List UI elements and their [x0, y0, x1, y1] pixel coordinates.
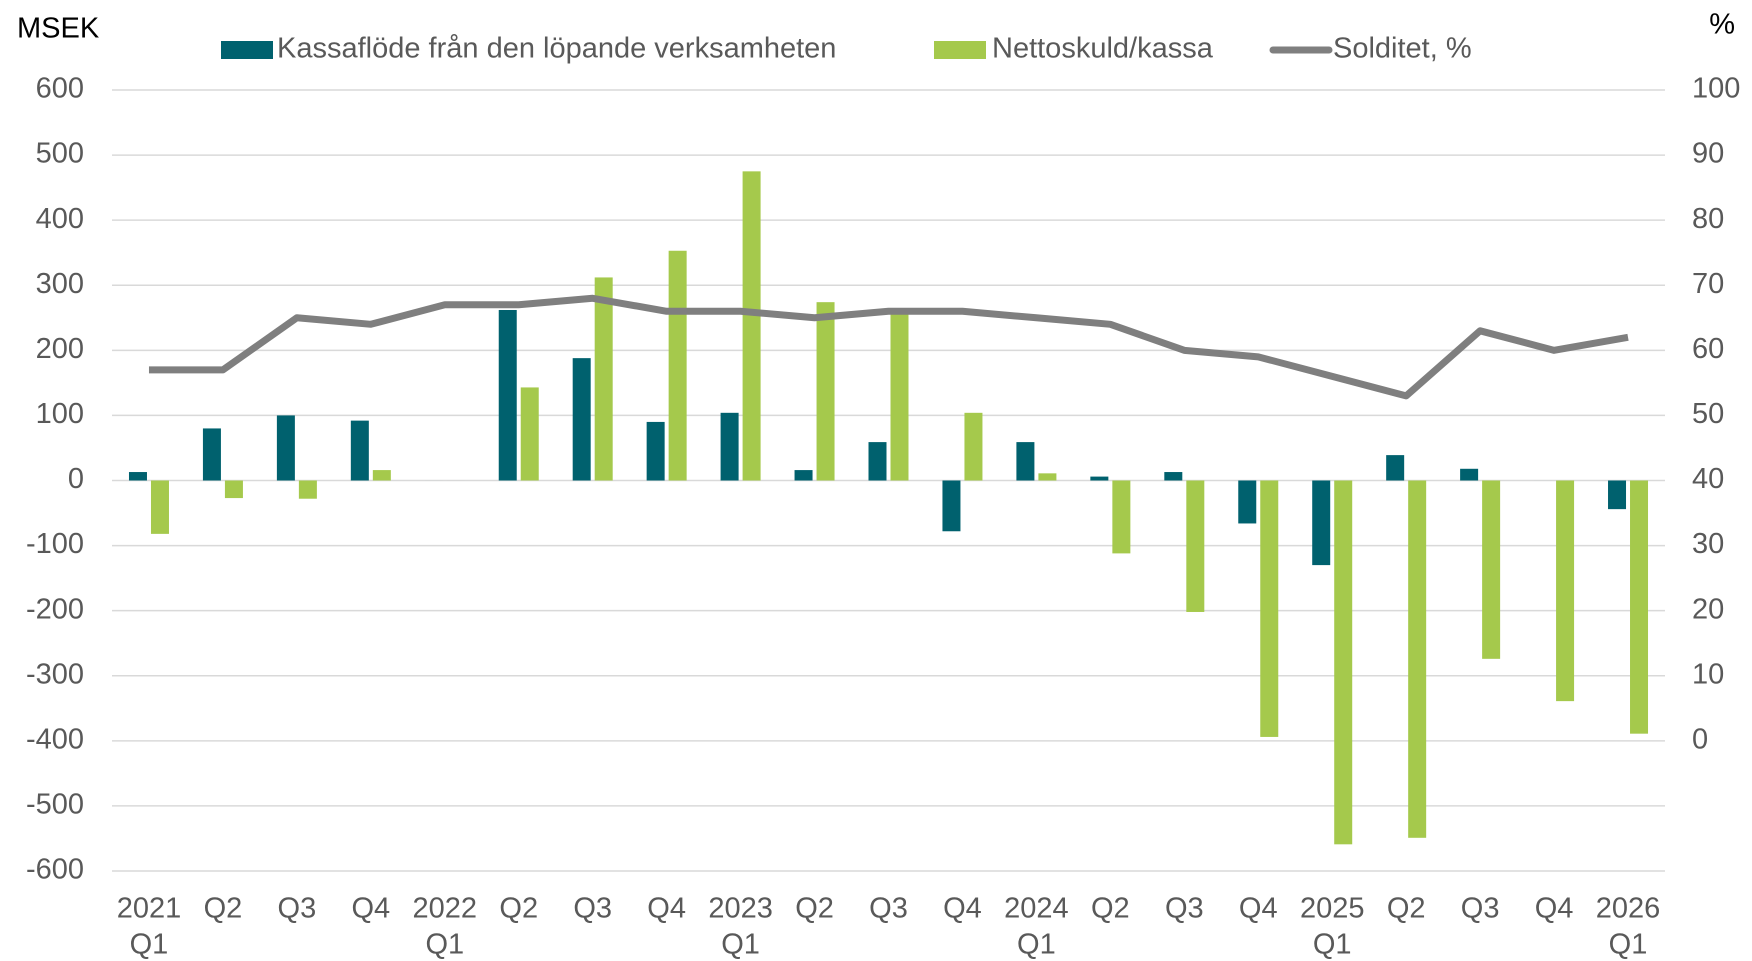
- bar: [1238, 480, 1257, 524]
- x-tick-label: Q2: [204, 893, 243, 925]
- bar: [1112, 480, 1131, 554]
- bar: [372, 470, 391, 481]
- bar: [964, 412, 983, 481]
- x-tick-label: 2022: [413, 893, 478, 925]
- bar: [594, 277, 613, 481]
- y-tick-label: -300: [26, 658, 84, 690]
- bar: [1608, 480, 1627, 510]
- x-tick-label: Q1: [425, 929, 464, 961]
- x-tick-label: Q2: [795, 893, 834, 925]
- x-tick-label: Q2: [1387, 893, 1426, 925]
- x-tick-label: Q4: [647, 893, 686, 925]
- x-tick-label: Q4: [943, 893, 982, 925]
- y-tick-label: 600: [36, 73, 84, 105]
- bar: [1334, 480, 1353, 845]
- y-tick-label: -600: [26, 854, 84, 886]
- bar: [298, 480, 317, 499]
- bar: [1090, 476, 1109, 481]
- bar: [202, 428, 221, 481]
- bar: [816, 302, 835, 481]
- x-tick-label: Q4: [1239, 893, 1278, 925]
- y2-tick-label: 90: [1692, 138, 1724, 170]
- bar: [572, 358, 591, 481]
- y-tick-label: -200: [26, 593, 84, 625]
- bar: [1164, 472, 1183, 481]
- y-tick-label: 0: [68, 463, 84, 495]
- line: [148, 294, 1629, 400]
- x-tick-label: 2026: [1596, 893, 1661, 925]
- y2-tick-label: 10: [1692, 658, 1724, 690]
- bar: [1482, 480, 1501, 659]
- x-tick-label: 2025: [1300, 893, 1365, 925]
- x-tick-label: Q2: [499, 893, 538, 925]
- x-tick-label: Q1: [1313, 929, 1352, 961]
- x-tick-label: Q4: [1535, 893, 1574, 925]
- x-tick-label: Q1: [130, 929, 169, 961]
- bar: [1386, 455, 1405, 481]
- x-tick-label: 2023: [708, 893, 773, 925]
- bar: [742, 171, 761, 481]
- bar: [1312, 480, 1331, 566]
- bar: [1408, 480, 1427, 838]
- legend-swatch: [221, 41, 273, 59]
- y2-tick-label: 100: [1692, 73, 1740, 105]
- y-tick-label: 100: [36, 398, 84, 430]
- y2-tick-label: 60: [1692, 333, 1724, 365]
- x-tick-label: Q1: [1609, 929, 1648, 961]
- bar: [520, 387, 539, 481]
- y2-tick-label: 0: [1692, 723, 1708, 755]
- y-tick-label: -400: [26, 723, 84, 755]
- y2-tick-label: 40: [1692, 463, 1724, 495]
- bar: [1630, 480, 1649, 734]
- bar: [150, 480, 169, 534]
- bar: [128, 472, 147, 481]
- x-tick-label: Q2: [1091, 893, 1130, 925]
- x-tick-label: 2021: [117, 893, 182, 925]
- bar: [1556, 480, 1575, 702]
- x-tick-label: Q4: [351, 893, 390, 925]
- bar: [720, 412, 739, 481]
- x-tick-label: Q3: [573, 893, 612, 925]
- left-axis-label: MSEK: [17, 13, 100, 45]
- bar: [350, 420, 369, 481]
- y2-tick-label: 50: [1692, 398, 1724, 430]
- legend-swatch: [934, 41, 986, 59]
- legend-label: Nettoskuld/kassa: [992, 33, 1214, 65]
- y2-tick-label: 70: [1692, 268, 1724, 300]
- right-axis-label: %: [1709, 9, 1735, 41]
- bar: [890, 309, 909, 481]
- bar: [668, 250, 687, 481]
- x-tick-label: Q1: [721, 929, 760, 961]
- bar: [1186, 480, 1205, 612]
- x-tick-label: 2024: [1004, 893, 1069, 925]
- y2-tick-label: 80: [1692, 203, 1724, 235]
- x-tick-label: Q3: [1461, 893, 1500, 925]
- bar: [1460, 468, 1479, 481]
- y-tick-label: -100: [26, 528, 84, 560]
- y-tick-label: 300: [36, 268, 84, 300]
- y-tick-label: 500: [36, 138, 84, 170]
- x-tick-label: Q3: [278, 893, 317, 925]
- bar: [276, 415, 295, 481]
- x-tick-label: Q3: [1165, 893, 1204, 925]
- bar: [794, 470, 813, 481]
- bar: [1038, 473, 1057, 481]
- bar: [868, 442, 887, 481]
- y2-tick-label: 20: [1692, 593, 1724, 625]
- legend-label: Kassaflöde från den löpande verksamheten: [277, 33, 836, 65]
- y-tick-label: 200: [36, 333, 84, 365]
- legend-label: Solditet, %: [1333, 33, 1472, 65]
- x-tick-label: Q1: [1017, 929, 1056, 961]
- y2-tick-label: 30: [1692, 528, 1724, 560]
- y-tick-label: -500: [26, 789, 84, 821]
- bar: [224, 480, 243, 499]
- bar: [1260, 480, 1279, 737]
- bar: [498, 309, 517, 481]
- bar: [646, 421, 665, 481]
- x-tick-label: Q3: [869, 893, 908, 925]
- y-tick-label: 400: [36, 203, 84, 235]
- bar: [1016, 442, 1035, 481]
- bar: [942, 480, 961, 532]
